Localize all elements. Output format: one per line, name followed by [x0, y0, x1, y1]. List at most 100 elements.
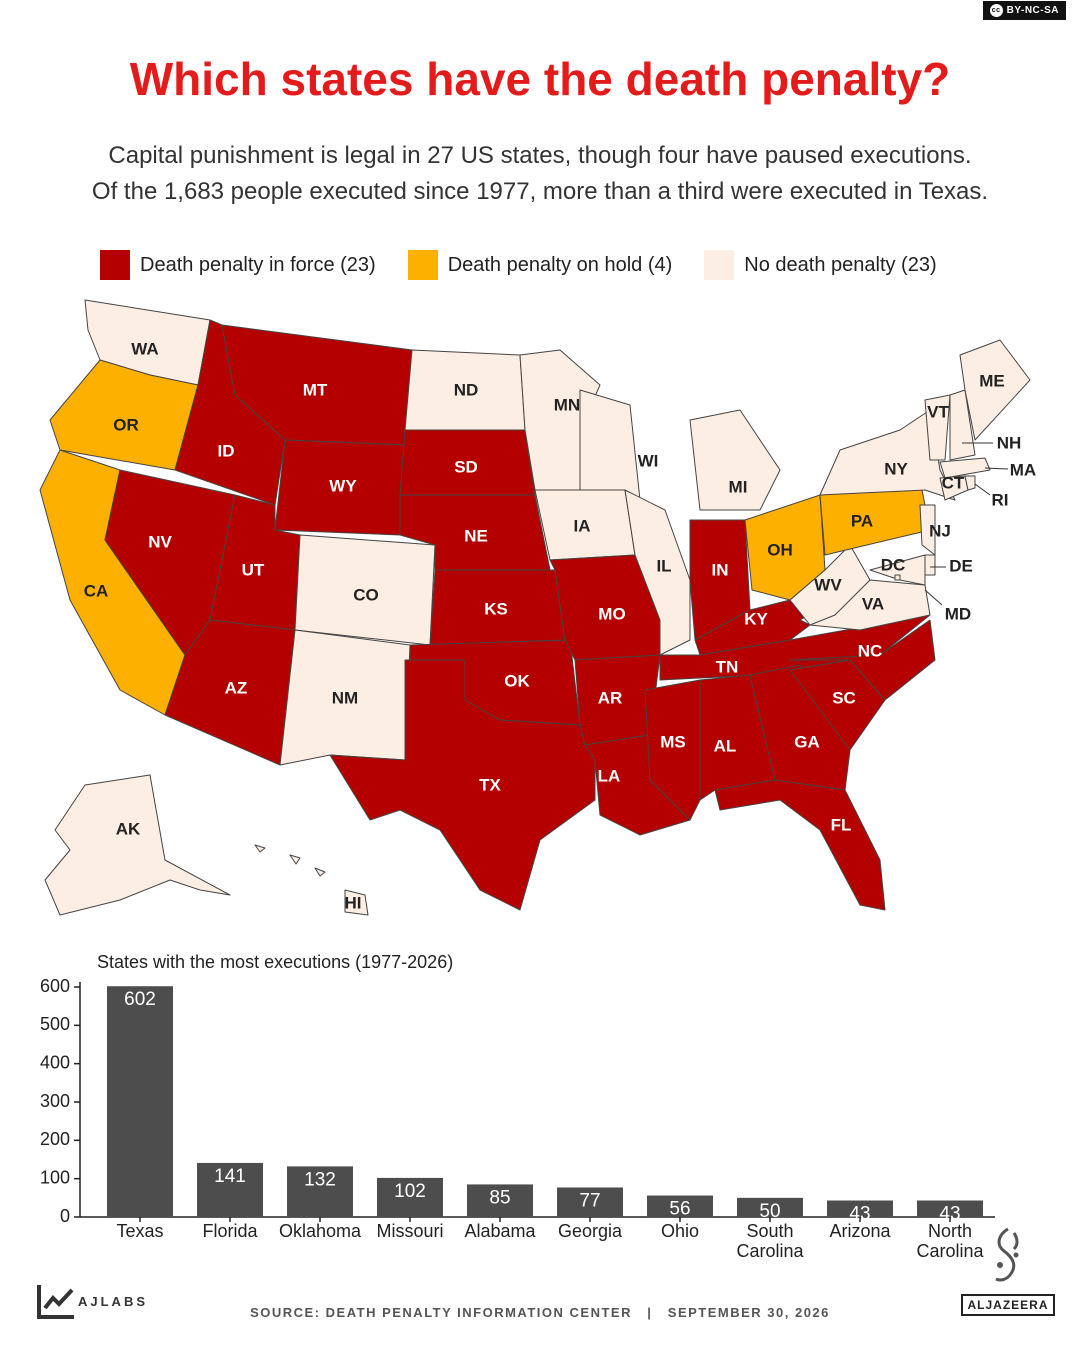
y-tick-label: 300	[40, 1091, 70, 1111]
state-ri	[964, 475, 976, 491]
ajlabs-chart-icon	[37, 1285, 74, 1319]
state-label-mn: MN	[554, 395, 580, 414]
bar	[467, 1184, 533, 1217]
legend-swatch-force	[100, 250, 130, 280]
state-ms	[644, 679, 701, 821]
bar-value-label: 56	[669, 1199, 690, 1220]
state-wi	[579, 389, 641, 501]
y-tick-label: 400	[40, 1052, 70, 1072]
legend-label-force: Death penalty in force (23)	[140, 253, 376, 276]
state-ma	[939, 457, 991, 479]
bar	[557, 1187, 623, 1217]
bar	[647, 1195, 713, 1217]
bar-value-label: 43	[849, 1204, 870, 1225]
state-hi	[254, 844, 369, 916]
x-tick-label: Oklahoma	[279, 1221, 362, 1241]
bar-value-label: 141	[214, 1166, 246, 1187]
state-label-ky: KY	[744, 609, 768, 628]
state-label-oh: OH	[767, 540, 793, 559]
state-label-sd: SD	[454, 457, 478, 476]
aljazeera-wordmark: ALJAZEERA	[961, 1294, 1055, 1316]
state-label-nv: NV	[148, 532, 172, 551]
state-label-ne: NE	[464, 526, 488, 545]
map-legend: Death penalty in force (23) Death penalt…	[100, 250, 969, 280]
state-nc	[789, 619, 936, 701]
x-tick-label: Texas	[116, 1221, 163, 1241]
state-label-nj: NJ	[929, 521, 951, 540]
state-label-md: MD	[945, 604, 971, 623]
legend-swatch-hold	[407, 250, 438, 280]
x-tick-label: North Carolina	[916, 1221, 984, 1261]
state-mi	[689, 409, 781, 511]
state-label-ri: RI	[992, 490, 1009, 509]
bar	[197, 1162, 263, 1217]
state-label-ut: UT	[242, 560, 265, 579]
legend-label-hold: Death penalty on hold (4)	[447, 253, 673, 276]
state-label-id: ID	[218, 441, 235, 460]
leader-line-md	[924, 589, 943, 606]
state-label-ak: AK	[116, 819, 141, 838]
ajlabs-logo: AJLABS	[36, 1282, 148, 1320]
state-label-ok: OK	[504, 671, 530, 690]
state-label-vt: VT	[927, 402, 949, 421]
state-label-va: VA	[862, 594, 884, 613]
state-label-wy: WY	[329, 476, 357, 495]
bar-value-label: 77	[579, 1190, 600, 1211]
bar	[827, 1200, 893, 1217]
state-wv	[789, 544, 871, 626]
legend-label-none: No death penalty (23)	[744, 253, 937, 276]
legend-item-force: Death penalty in force (23)	[100, 250, 376, 280]
state-ga	[749, 664, 851, 791]
bar	[107, 986, 173, 1217]
state-me	[959, 339, 1031, 441]
legend-item-hold: Death penalty on hold (4)	[407, 250, 673, 280]
state-ak	[44, 774, 231, 916]
state-label-dc: DC	[881, 555, 906, 574]
state-label-tx: TX	[479, 775, 501, 794]
aljazeera-logo: ALJAZEERA	[958, 1225, 1058, 1316]
state-label-de: DE	[949, 556, 973, 575]
leader-line-ma	[984, 467, 1009, 470]
leader-line-ri	[974, 483, 991, 496]
ajlabs-text: AJLABS	[78, 1293, 149, 1309]
subtitle-line-1: Capital punishment is legal in 27 US sta…	[108, 142, 972, 169]
state-label-wa: WA	[131, 339, 158, 358]
state-label-co: CO	[353, 585, 379, 604]
x-tick-label: Alabama	[464, 1221, 536, 1241]
y-tick-label: 600	[40, 976, 70, 996]
state-vt	[924, 394, 951, 461]
state-label-pa: PA	[851, 511, 873, 530]
x-tick-label: Ohio	[661, 1221, 699, 1241]
state-il	[624, 489, 691, 656]
state-label-nc: NC	[858, 641, 883, 660]
x-tick-label: Georgia	[558, 1221, 623, 1241]
state-dc	[894, 574, 901, 581]
state-az	[164, 619, 296, 766]
state-label-ia: IA	[574, 516, 591, 535]
state-label-mo: MO	[598, 604, 625, 623]
state-label-ms: MS	[660, 732, 686, 751]
state-label-ga: GA	[794, 732, 820, 751]
x-tick-label: Arizona	[829, 1221, 891, 1241]
state-label-in: IN	[712, 560, 729, 579]
page-title: Which states have the death penalty?	[129, 53, 951, 105]
subtitle: Capital punishment is legal in 27 US sta…	[0, 138, 1080, 210]
bar-value-label: 85	[489, 1187, 510, 1208]
state-label-ny: NY	[884, 459, 908, 478]
aljazeera-calligraphy-icon	[995, 1227, 1019, 1282]
subtitle-line-2: Of the 1,683 people executed since 1977,…	[91, 178, 989, 205]
bar-value-label: 132	[304, 1169, 336, 1190]
state-label-fl: FL	[831, 815, 852, 834]
state-label-hi: HI	[345, 893, 362, 912]
state-label-ca: CA	[84, 581, 109, 600]
source-line: SOURCE: DEATH PENALTY INFORMATION CENTER…	[250, 1305, 830, 1320]
bar	[917, 1200, 983, 1217]
x-tick-label: Florida	[202, 1221, 258, 1241]
legend-swatch-none	[704, 250, 735, 280]
executions-bar-chart: 0 100 200 300 400 500 600 602 Texas 141 Florida 132…	[40, 976, 995, 1261]
state-label-ar: AR	[598, 688, 623, 707]
state-label-nm: NM	[332, 688, 358, 707]
us-map: WA OR CA ID MT WY NV UT AZ CO NM ND SD NE KS OK TX MN IA MO…	[39, 299, 1036, 916]
state-label-or: OR	[113, 415, 139, 434]
state-label-nd: ND	[454, 380, 479, 399]
